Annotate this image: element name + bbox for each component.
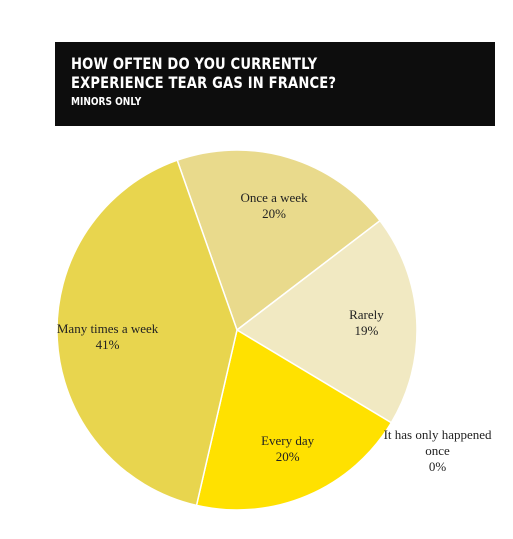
header: HOW OFTEN DO YOU CURRENTLY EXPERIENCE TE…	[55, 42, 495, 126]
category-label: Once a week	[240, 189, 308, 205]
pie-slice	[176, 149, 382, 332]
slice-label: Once a week 20%	[219, 190, 329, 222]
slice-label: It has only happened once 0%	[383, 427, 493, 475]
value-label: 0%	[428, 458, 447, 474]
pie-slice	[56, 159, 238, 507]
slice-label: Every day 20%	[233, 433, 343, 465]
chart-title: HOW OFTEN DO YOU CURRENTLY EXPERIENCE TE…	[71, 54, 337, 92]
value-label: 41%	[95, 337, 120, 353]
pie-slice	[235, 219, 418, 424]
value-label: 20%	[275, 449, 300, 465]
value-label: 19%	[354, 322, 379, 338]
chart-subtitle: MINORS ONLY	[71, 95, 142, 108]
value-label: 20%	[262, 205, 286, 221]
slice-label: Many times a week 41%	[53, 321, 163, 353]
category-label: Rarely	[349, 306, 384, 322]
slice-label: Rarely 19%	[311, 307, 421, 339]
category-label: Many times a week	[56, 321, 159, 337]
category-label: Every day	[261, 433, 315, 449]
pie-slice	[195, 328, 393, 511]
category-label: It has only happened once	[383, 426, 492, 458]
